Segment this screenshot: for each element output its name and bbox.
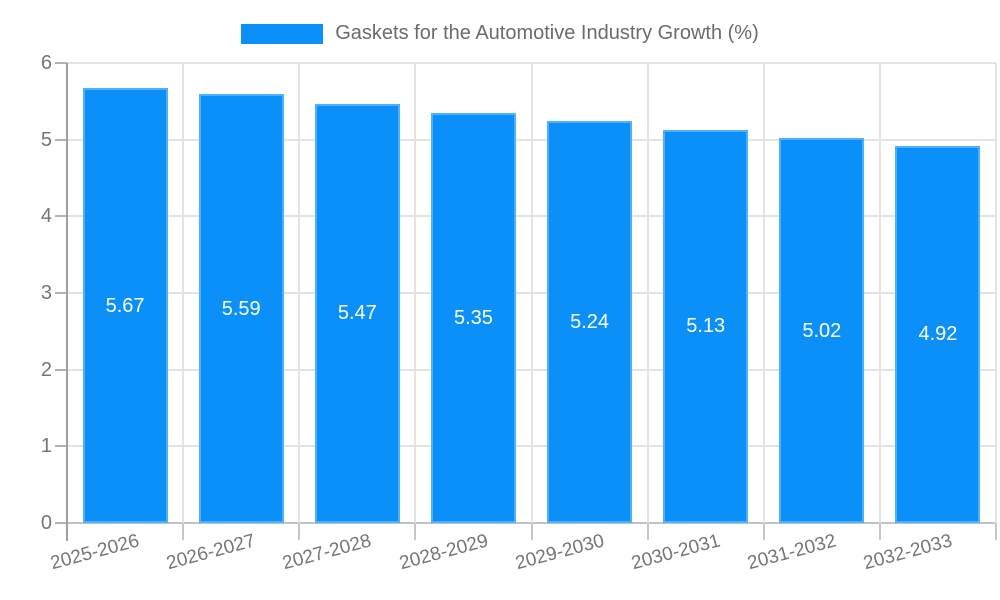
x-tick-mark bbox=[878, 523, 881, 540]
x-tick-mark bbox=[646, 523, 649, 540]
bar-value-label: 5.13 bbox=[686, 315, 726, 338]
bar: 4.92 bbox=[895, 145, 981, 523]
gridline-v bbox=[182, 63, 185, 523]
y-tick-label: 4 bbox=[40, 205, 52, 228]
y-axis-line bbox=[66, 63, 68, 541]
x-tick-mark bbox=[995, 523, 997, 540]
legend-swatch-icon bbox=[241, 23, 324, 44]
bar: 5.02 bbox=[779, 138, 865, 523]
y-tick-label: 1 bbox=[40, 435, 52, 458]
gridline-v bbox=[878, 63, 881, 523]
bar-value-label: 5.24 bbox=[570, 311, 610, 334]
x-tick-mark bbox=[762, 523, 765, 540]
bar-value-label: 5.47 bbox=[337, 302, 377, 325]
y-tick-label: 5 bbox=[40, 128, 52, 151]
x-tick-label: 2031-2032 bbox=[745, 530, 839, 575]
gridline-v bbox=[298, 63, 301, 523]
gridline-v bbox=[530, 63, 533, 523]
y-tick-mark bbox=[55, 368, 67, 371]
bar-value-label: 4.92 bbox=[918, 323, 958, 346]
bar: 5.13 bbox=[663, 129, 749, 523]
x-tick-label: 2032-2033 bbox=[861, 530, 955, 575]
bar: 5.59 bbox=[198, 94, 284, 523]
bar: 5.47 bbox=[314, 103, 400, 523]
legend: Gaskets for the Automotive Industry Grow… bbox=[0, 22, 1000, 45]
bar: 5.35 bbox=[430, 112, 516, 523]
bar-value-label: 5.59 bbox=[221, 297, 261, 320]
x-tick-label: 2026-2027 bbox=[164, 530, 258, 575]
y-tick-mark bbox=[55, 62, 67, 64]
y-tick-label: 0 bbox=[40, 512, 52, 534]
gridline-v bbox=[646, 63, 649, 523]
x-tick-label: 2027-2028 bbox=[280, 530, 374, 575]
x-tick-label: 2028-2029 bbox=[396, 530, 491, 575]
y-tick-mark bbox=[55, 445, 67, 448]
x-tick-mark bbox=[182, 523, 185, 540]
gridline-v bbox=[762, 63, 765, 523]
bar-value-label: 5.35 bbox=[453, 306, 493, 329]
bar-value-label: 5.67 bbox=[105, 294, 145, 317]
bar: 5.24 bbox=[547, 121, 633, 523]
x-tick-label: 2030-2031 bbox=[629, 530, 723, 575]
bar-value-label: 5.02 bbox=[802, 319, 842, 342]
x-tick-mark bbox=[298, 523, 301, 540]
bar: 5.67 bbox=[82, 88, 168, 523]
x-tick-mark bbox=[530, 523, 533, 540]
y-tick-mark bbox=[55, 138, 67, 141]
gridline-v bbox=[414, 63, 417, 523]
y-tick-label: 6 bbox=[40, 52, 52, 74]
y-tick-mark bbox=[55, 522, 67, 524]
legend-label: Gaskets for the Automotive Industry Grow… bbox=[335, 22, 759, 44]
x-tick-mark bbox=[414, 523, 417, 540]
x-tick-label: 2025-2026 bbox=[48, 530, 142, 575]
y-tick-mark bbox=[55, 292, 67, 294]
y-tick-label: 2 bbox=[40, 358, 52, 381]
y-tick-mark bbox=[55, 215, 67, 218]
gridline-v bbox=[995, 63, 997, 523]
y-tick-label: 3 bbox=[40, 282, 52, 304]
x-tick-label: 2029-2030 bbox=[512, 530, 607, 575]
